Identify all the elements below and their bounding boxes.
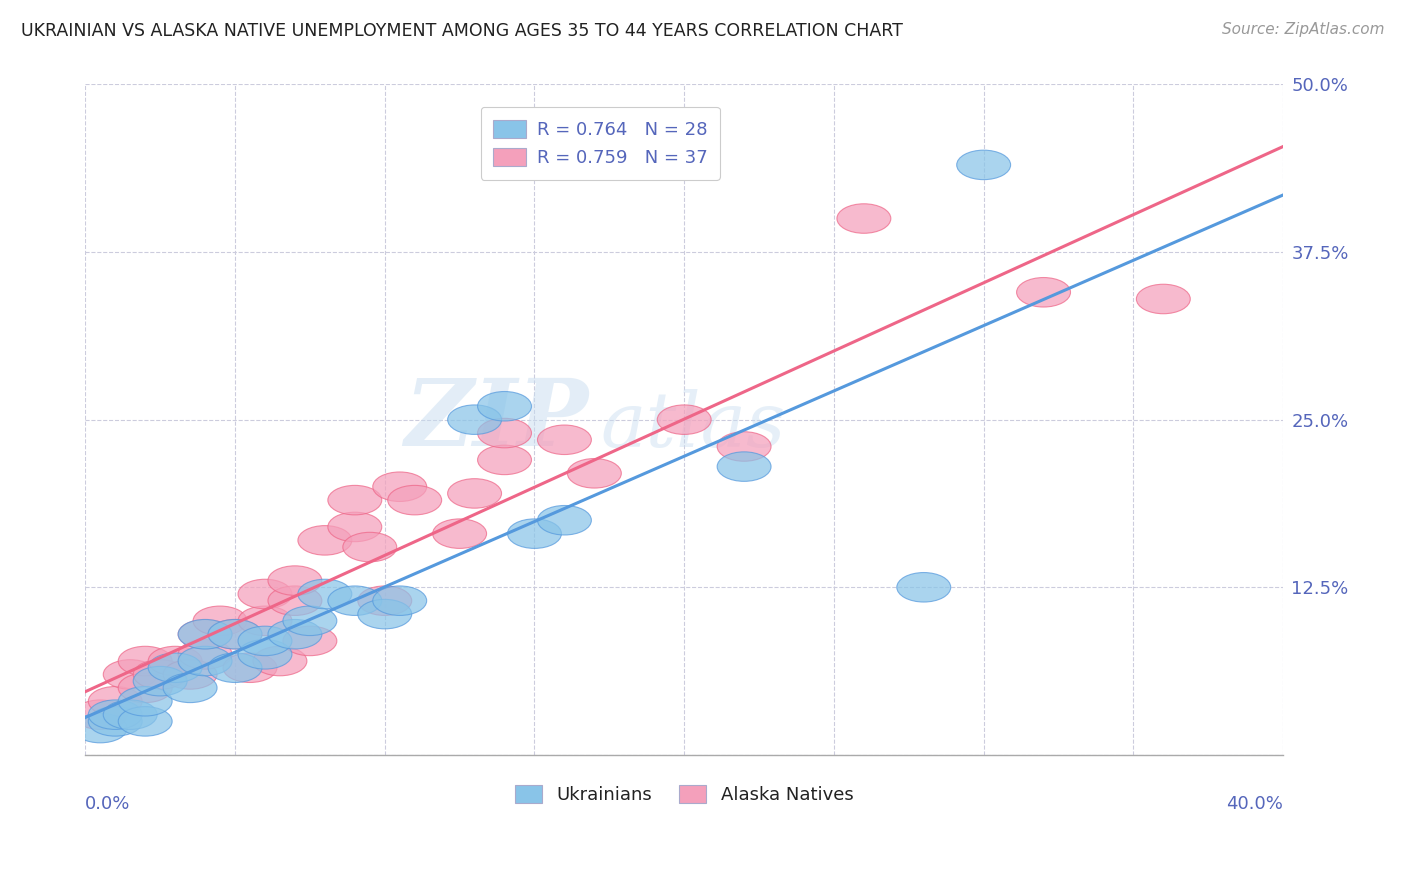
Legend: Ukrainians, Alaska Natives: Ukrainians, Alaska Natives xyxy=(506,775,862,813)
Text: ZIP: ZIP xyxy=(404,375,588,465)
Text: UKRAINIAN VS ALASKA NATIVE UNEMPLOYMENT AMONG AGES 35 TO 44 YEARS CORRELATION CH: UKRAINIAN VS ALASKA NATIVE UNEMPLOYMENT … xyxy=(21,22,903,40)
Text: Source: ZipAtlas.com: Source: ZipAtlas.com xyxy=(1222,22,1385,37)
Text: 40.0%: 40.0% xyxy=(1226,795,1284,814)
Text: 0.0%: 0.0% xyxy=(86,795,131,814)
Text: atlas: atlas xyxy=(600,390,786,463)
